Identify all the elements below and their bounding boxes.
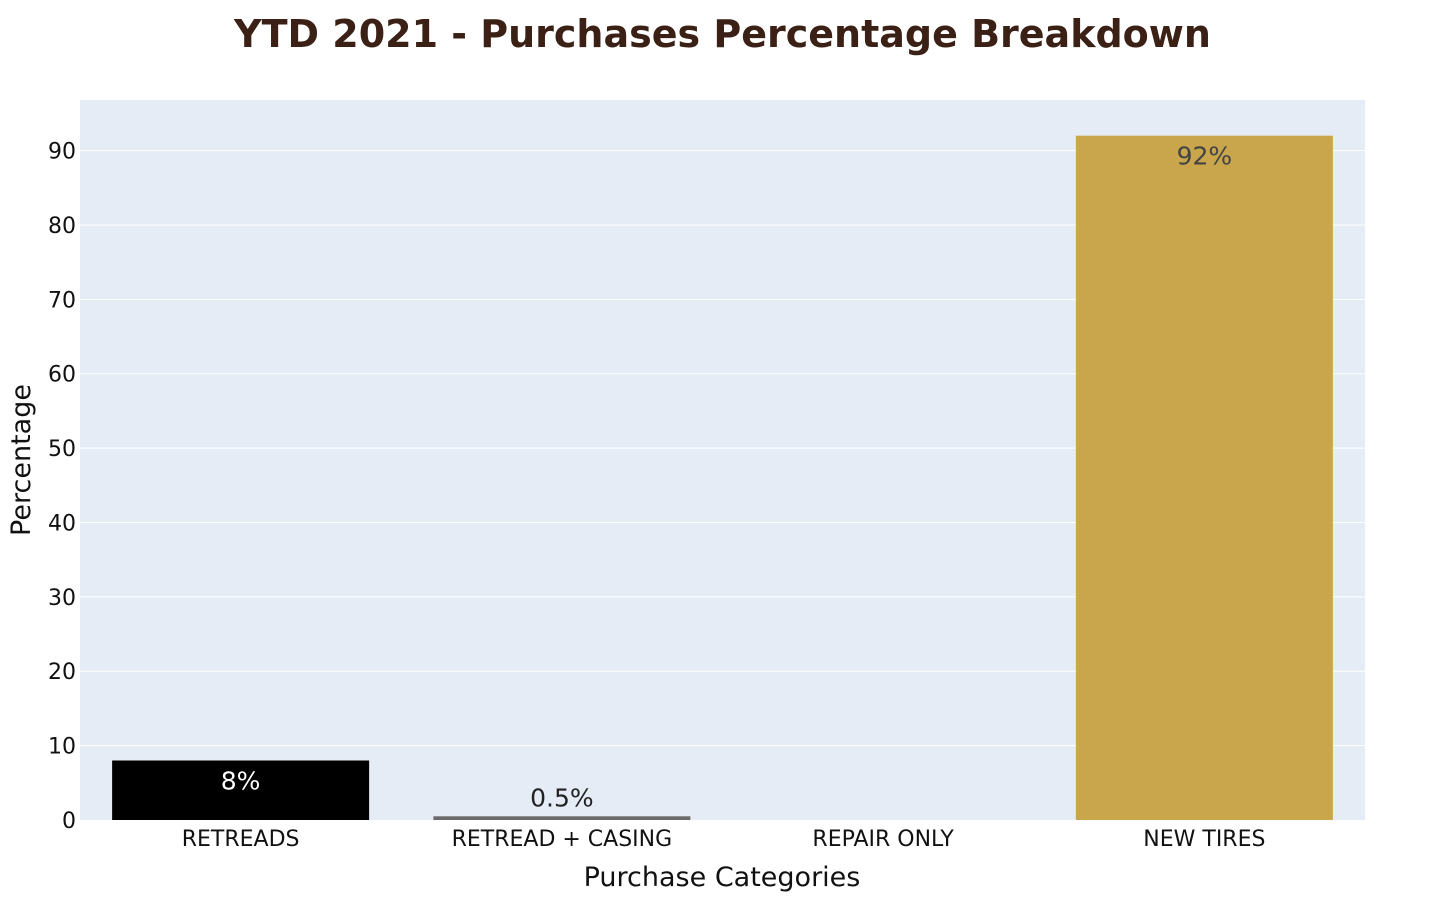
bar-retread-casing — [433, 816, 691, 820]
bar-new-tires — [1075, 135, 1333, 820]
bar-data-label: 0.5% — [530, 783, 594, 812]
bar-retreads — [112, 760, 370, 820]
y-axis-title: Percentage — [6, 384, 37, 536]
x-axis-ticks: RETREADS RETREAD + CASING REPAIR ONLY NEW T… — [182, 827, 1266, 852]
bar-data-labels: 8% 0.5% 92% — [221, 142, 1232, 813]
y-tick-label: 40 — [48, 511, 76, 536]
y-tick-label: 60 — [48, 363, 76, 388]
x-tick-label: REPAIR ONLY — [812, 827, 954, 852]
bars — [112, 135, 1333, 820]
y-tick-label: 80 — [48, 214, 76, 239]
y-tick-label: 0 — [62, 809, 76, 834]
y-tick-label: 20 — [48, 660, 76, 685]
x-tick-label: NEW TIRES — [1143, 827, 1265, 852]
bar-data-label: 8% — [221, 766, 261, 795]
y-tick-label: 50 — [48, 437, 76, 462]
bar-data-label: 92% — [1177, 142, 1233, 171]
x-axis-title: Purchase Categories — [584, 862, 861, 893]
y-tick-label: 10 — [48, 735, 76, 760]
y-tick-label: 70 — [48, 288, 76, 313]
y-tick-label: 30 — [48, 586, 76, 611]
y-tick-label: 90 — [48, 140, 76, 165]
y-axis-ticks: 0 10 20 30 40 50 60 70 80 90 — [48, 140, 76, 834]
x-tick-label: RETREAD + CASING — [452, 827, 673, 852]
x-tick-label: RETREADS — [182, 827, 300, 852]
chart-title: YTD 2021 - Purchases Percentage Breakdow… — [234, 12, 1211, 56]
